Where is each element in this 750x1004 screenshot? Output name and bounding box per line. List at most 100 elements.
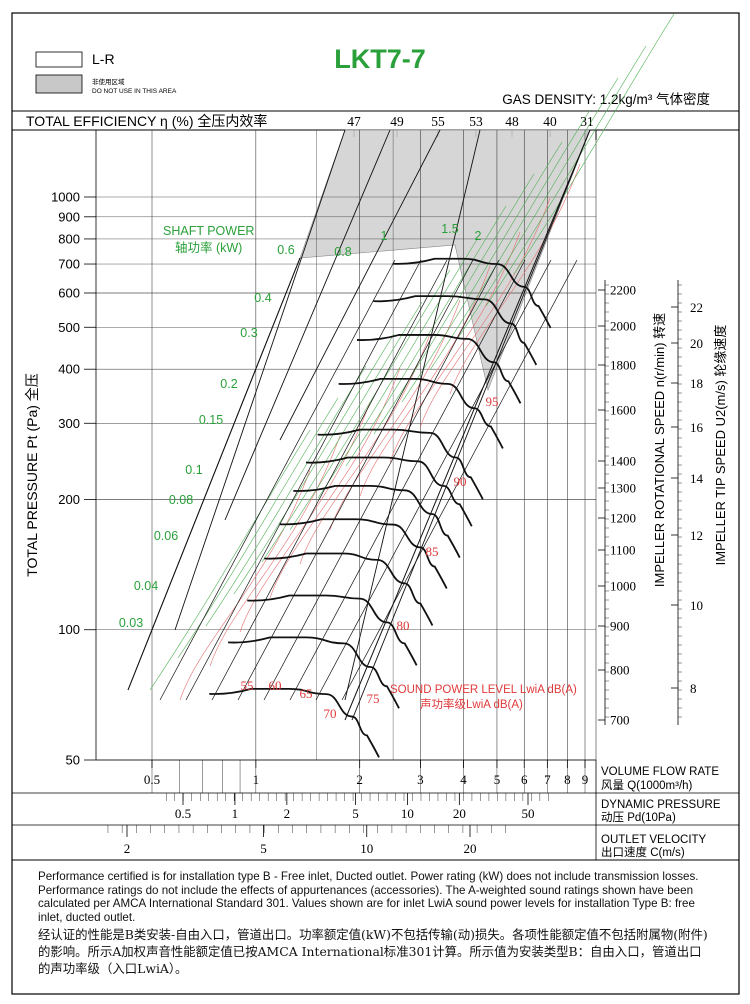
y-tick-label: 600 xyxy=(58,286,80,301)
system-line xyxy=(341,259,578,701)
tip-speed-axis-ticks: 22 20 18 16 14 12 10 8 xyxy=(671,284,704,718)
footnotes: Performance certified is for installatio… xyxy=(38,870,708,977)
y-axis-ticks: 1000 900 800 700 600 500 400 300 200 100 50 xyxy=(51,130,97,768)
shaft-power-contour xyxy=(513,13,675,275)
sound-contour xyxy=(209,435,341,667)
note-line-1: Performance certified is for installatio… xyxy=(38,870,699,924)
efficiency-value: 53 xyxy=(469,114,483,129)
legend-grey-label-cn: 非使用区域 xyxy=(92,77,125,86)
sound-value: 85 xyxy=(426,544,439,559)
sound-value: 80 xyxy=(397,618,410,633)
dynamic-pressure-ticks: 0.5 1 2 5 10 20 50 xyxy=(166,793,549,821)
rpm-tick-label: 1400 xyxy=(610,454,636,469)
vel-tick-label: 5 xyxy=(260,841,267,856)
fan-curve-900 xyxy=(247,594,418,666)
pd-label-cn: 动压 Pd(10Pa) xyxy=(601,811,676,824)
shaft-power-contour xyxy=(317,237,479,499)
rpm-tick-label: 900 xyxy=(610,619,630,634)
tip-tick-label: 20 xyxy=(690,336,703,351)
fan-curve-1400 xyxy=(317,428,484,500)
flow-tick-label: 4 xyxy=(460,772,467,787)
y-tick-label: 1000 xyxy=(51,190,80,205)
sound-contour xyxy=(389,231,521,463)
tip-tick-label: 18 xyxy=(690,376,703,391)
shaft-power-contour xyxy=(205,365,367,627)
y-tick-label: 500 xyxy=(58,320,80,335)
tip-tick-label: 16 xyxy=(690,420,704,435)
shaft-power-value: 0.2 xyxy=(220,377,237,391)
flow-tick-label: 7 xyxy=(544,772,551,787)
sound-contour xyxy=(239,401,371,633)
tip-tick-label: 22 xyxy=(690,300,703,315)
rpm-tick-label: 1600 xyxy=(610,403,636,418)
rpm-axis-label: IMPELLER ROTATIONAL SPEED n(r/min) 转速 xyxy=(652,313,667,587)
efficiency-value: 55 xyxy=(431,114,445,129)
system-line xyxy=(185,259,422,701)
vel-tick-label: 20 xyxy=(464,841,477,856)
shaft-power-value: 1.5 xyxy=(441,222,458,236)
pd-tick-label: 5 xyxy=(352,806,359,821)
pd-label-en: DYNAMIC PRESSURE xyxy=(601,799,721,811)
sound-contour xyxy=(419,197,551,429)
sound-value: 55 xyxy=(241,678,254,693)
shaft-power-value: 0.06 xyxy=(154,529,178,543)
fan-curve-1600 xyxy=(338,377,504,449)
system-line xyxy=(237,259,474,701)
note-line-cn: 经认证的性能是B类安装-自由入口，管道出口。功率额定值(kW)不包括传输(动)损… xyxy=(38,927,708,977)
fan-curve-1200 xyxy=(293,484,461,559)
shaft-power-value: 0.08 xyxy=(169,493,193,507)
shaft-power-contour xyxy=(149,429,311,691)
flow-ray xyxy=(351,129,591,721)
efficiency-label: TOTAL EFFICIENCY η (%) 全压内效率 xyxy=(26,113,267,129)
y-tick-label: 400 xyxy=(58,362,80,377)
tip-tick-label: 14 xyxy=(690,471,704,486)
rpm-tick-label: 1800 xyxy=(610,358,636,373)
rpm-axis-ticks: 2200 2000 1800 1600 1400 1300 1200 1100 1000 900 8… xyxy=(598,283,636,728)
shaft-power-contour xyxy=(177,397,339,659)
sound-curves xyxy=(179,163,581,701)
shaft-power-contour xyxy=(457,77,619,339)
vel-label-en: OUTLET VELOCITY xyxy=(601,834,707,846)
power-curves xyxy=(149,13,675,691)
pd-tick-label: 50 xyxy=(522,806,535,821)
legend-grey-label-en: DO NOT USE IN THIS AREA xyxy=(92,88,177,95)
flow-axis-ticks: 0.5 1 2 3 4 5 6 7 8 9 xyxy=(144,760,588,793)
sound-value: 60 xyxy=(269,678,282,693)
rpm-tick-label: 2200 xyxy=(610,283,636,298)
shaft-power-contour xyxy=(289,269,451,531)
envelope-left xyxy=(127,257,301,691)
fan-curves xyxy=(209,257,552,758)
y-tick-label: 300 xyxy=(58,416,80,431)
y-tick-label: 900 xyxy=(58,209,80,224)
shaft-power-value: 1 xyxy=(381,229,388,243)
flow-tick-label: 6 xyxy=(521,772,528,787)
chart-title: LKT7-7 xyxy=(334,44,426,74)
shaft-power-contour xyxy=(373,173,535,435)
tip-tick-label: 8 xyxy=(690,681,697,696)
rpm-tick-label: 1200 xyxy=(610,511,636,526)
shaft-power-contour xyxy=(233,333,395,595)
fan-curve-1000 xyxy=(264,552,434,626)
tip-speed-axis-label: IMPELLER TIP SPEED U2(m/s) 轮缘速度 xyxy=(713,325,728,566)
shaft-power-contour xyxy=(429,109,591,371)
fan-curve-700 xyxy=(209,687,380,758)
system-line xyxy=(289,259,526,701)
efficiency-value: 40 xyxy=(543,114,557,129)
system-line xyxy=(211,259,448,701)
sound-value: 95 xyxy=(486,394,499,409)
sound-value: 90 xyxy=(454,474,467,489)
fan-curve-2000 xyxy=(373,295,538,366)
sound-values: 95 90 85 80 75 70 65 60 55 xyxy=(241,394,499,721)
shaft-power-value: 0.6 xyxy=(277,243,294,257)
flow-ray xyxy=(344,129,481,701)
rpm-tick-label: 800 xyxy=(610,663,630,678)
do-not-use-area xyxy=(299,129,591,392)
tip-tick-label: 12 xyxy=(690,528,703,543)
rpm-tick-label: 1300 xyxy=(610,481,636,496)
sound-label-en: SOUND POWER LEVEL LwiA dB(A) xyxy=(390,684,577,696)
efficiency-value: 47 xyxy=(347,114,361,129)
shaft-power-value: 0.03 xyxy=(119,616,143,630)
pd-tick-label: 10 xyxy=(401,806,414,821)
sound-value: 75 xyxy=(367,691,380,706)
